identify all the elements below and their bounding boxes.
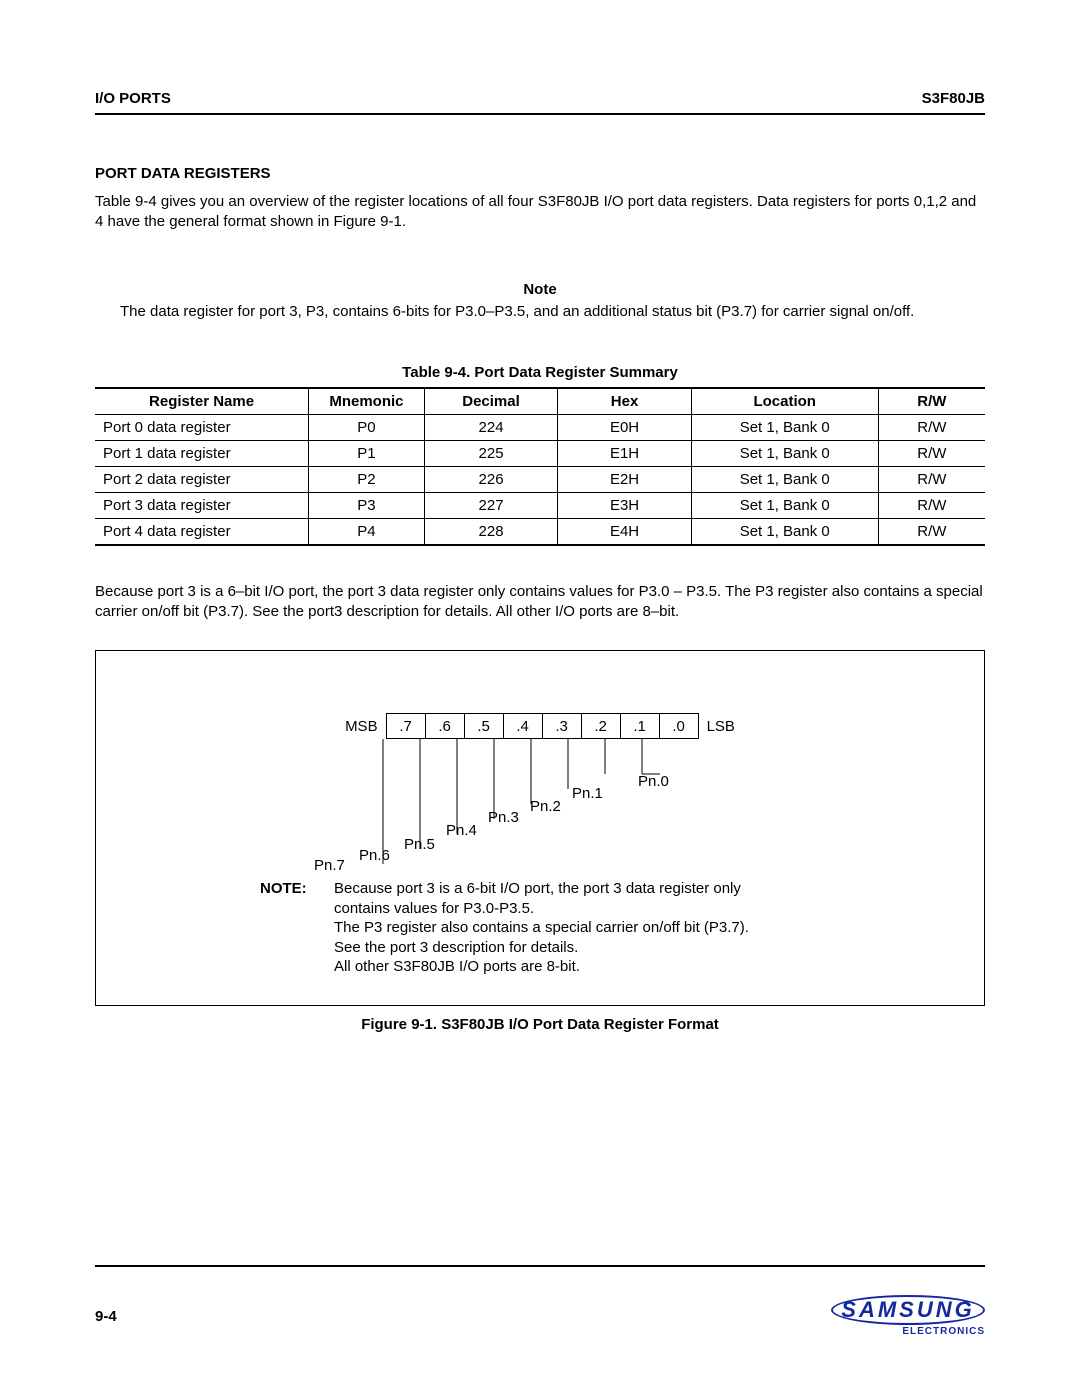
lsb-label: LSB [699,718,743,735]
note-body: The data register for port 3, P3, contai… [120,302,960,322]
figure-note: NOTE: Because port 3 is a 6-bit I/O port… [260,879,749,977]
figure-note-body: Because port 3 is a 6-bit I/O port, the … [334,879,749,977]
figure-note-line: contains values for P3.0-P3.5. [334,899,749,919]
header-right: S3F80JB [922,90,985,107]
page-header: I/O PORTS S3F80JB [95,90,985,115]
table-cell: Set 1, Bank 0 [691,440,878,466]
table-cell: P3 [309,492,425,518]
table-cell: P0 [309,414,425,440]
table-cell: R/W [878,440,985,466]
table-cell: Set 1, Bank 0 [691,518,878,545]
figure-box: MSB.7.6.5.4.3.2.1.0LSB Pn.7 Pn.6 Pn.5 Pn.4 P… [95,650,985,1006]
table-col-header: Mnemonic [309,388,425,415]
brand-sub: ELECTRONICS [831,1327,985,1337]
section-heading: PORT DATA REGISTERS [95,165,985,182]
table-cell: E1H [558,440,692,466]
table-col-header: Location [691,388,878,415]
note-title: Note [120,281,960,298]
pn-label: Pn.4 [446,822,477,839]
table-cell: E2H [558,466,692,492]
table-cell: Port 1 data register [95,440,309,466]
table-cell: 225 [424,440,558,466]
bit-cell: .2 [581,713,621,739]
table-col-header: Register Name [95,388,309,415]
bit-cell: .4 [503,713,543,739]
table-cell: 228 [424,518,558,545]
table-col-header: R/W [878,388,985,415]
table-cell: E4H [558,518,692,545]
bit-cell: .7 [386,713,426,739]
table-cell: Port 0 data register [95,414,309,440]
pn-label: Pn.5 [404,836,435,853]
bit-cell: .3 [542,713,582,739]
table-cell: R/W [878,492,985,518]
pn-label: Pn.3 [488,809,519,826]
table-cell: 224 [424,414,558,440]
bit-cell: .5 [464,713,504,739]
table-cell: Set 1, Bank 0 [691,492,878,518]
table-cell: Set 1, Bank 0 [691,466,878,492]
pn-label: Pn.1 [572,785,603,802]
pn-label: Pn.0 [638,773,669,790]
bit-cell: .1 [620,713,660,739]
table-cell: Port 3 data register [95,492,309,518]
table-row: Port 3 data registerP3227E3HSet 1, Bank … [95,492,985,518]
table-cell: P2 [309,466,425,492]
table-col-header: Decimal [424,388,558,415]
table-cell: P1 [309,440,425,466]
msb-label: MSB [337,718,386,735]
register-table: Register NameMnemonicDecimalHexLocationR… [95,387,985,546]
table-cell: 227 [424,492,558,518]
table-cell: R/W [878,414,985,440]
brand-word: SAMSUNG [841,1299,974,1321]
samsung-logo: SAMSUNG ELECTRONICS [831,1295,985,1337]
table-col-header: Hex [558,388,692,415]
figure-note-label: NOTE: [260,879,334,977]
header-left: I/O PORTS [95,90,171,107]
table-row: Port 2 data registerP2226E2HSet 1, Bank … [95,466,985,492]
table-row: Port 4 data registerP4228E4HSet 1, Bank … [95,518,985,545]
table-cell: E3H [558,492,692,518]
intro-text: Table 9-4 gives you an overview of the r… [95,192,985,233]
page-footer: 9-4 SAMSUNG ELECTRONICS [95,1265,985,1337]
table-cell: R/W [878,466,985,492]
pn-label: Pn.2 [530,798,561,815]
table-cell: 226 [424,466,558,492]
table-cell: Set 1, Bank 0 [691,414,878,440]
bit-row: MSB.7.6.5.4.3.2.1.0LSB [96,713,984,739]
figure-note-line: The P3 register also contains a special … [334,918,749,938]
page-number: 9-4 [95,1308,117,1325]
table-cell: E0H [558,414,692,440]
pn-label: Pn.7 [314,857,345,874]
table-cell: P4 [309,518,425,545]
figure-note-line: All other S3F80JB I/O ports are 8-bit. [334,957,749,977]
bit-cell: .0 [659,713,699,739]
table-caption: Table 9-4. Port Data Register Summary [95,364,985,381]
after-table-text: Because port 3 is a 6–bit I/O port, the … [95,582,985,623]
table-cell: Port 4 data register [95,518,309,545]
bit-cell: .6 [425,713,465,739]
note-block: Note The data register for port 3, P3, c… [95,281,985,322]
table-cell: R/W [878,518,985,545]
table-row: Port 1 data registerP1225E1HSet 1, Bank … [95,440,985,466]
table-cell: Port 2 data register [95,466,309,492]
figure-note-line: Because port 3 is a 6-bit I/O port, the … [334,879,749,899]
figure-caption: Figure 9-1. S3F80JB I/O Port Data Regist… [95,1016,985,1033]
table-row: Port 0 data registerP0224E0HSet 1, Bank … [95,414,985,440]
pn-label: Pn.6 [359,847,390,864]
figure-note-line: See the port 3 description for details. [334,938,749,958]
